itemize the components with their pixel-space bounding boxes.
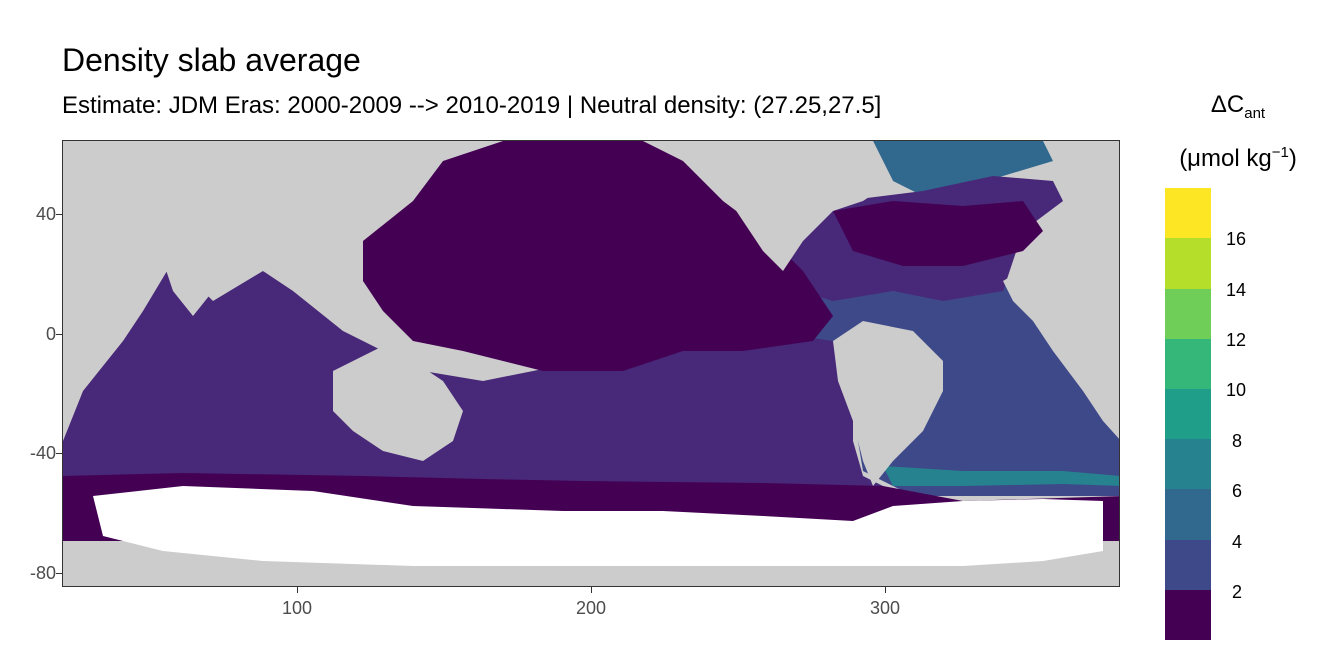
legend-bin <box>1165 489 1211 540</box>
legend-title: ΔCant (μmol kg−1) <box>1163 88 1313 181</box>
region-antarctica <box>93 486 1103 566</box>
legend-bin-bottom <box>1165 590 1211 640</box>
y-tick-mark <box>56 453 62 454</box>
legend-label: 14 <box>1226 280 1247 300</box>
region-indian-pacific-2-4 <box>63 261 883 501</box>
land-south-america <box>833 321 943 486</box>
legend-label: 2 <box>1232 582 1243 602</box>
land-india <box>163 251 223 316</box>
chart-subtitle: Estimate: JDM Eras: 2000-2009 --> 2010-2… <box>62 92 882 119</box>
legend-bin <box>1165 289 1211 339</box>
y-tick-label: -80 <box>29 563 56 583</box>
legend-bin <box>1165 439 1211 489</box>
x-tick-label: 200 <box>575 598 607 618</box>
x-tick-mark <box>591 587 592 593</box>
land-greenland <box>1063 141 1119 231</box>
region-antarctic-land <box>63 566 1119 586</box>
y-tick-label: 0 <box>45 324 56 344</box>
legend-label: 6 <box>1232 481 1243 501</box>
legend-bin <box>1165 339 1211 389</box>
x-tick-label: 300 <box>869 598 901 618</box>
legend-unit-open: (μmol kg <box>1179 144 1272 172</box>
legend-label: 16 <box>1226 229 1247 249</box>
chart-title: Density slab average <box>62 42 361 78</box>
land-north-america <box>703 141 893 271</box>
legend-bin <box>1165 389 1211 439</box>
y-tick-mark <box>56 573 62 574</box>
legend-label: 10 <box>1226 380 1247 400</box>
legend-title-subscript: ant <box>1244 104 1266 122</box>
legend-label: 4 <box>1232 532 1243 552</box>
x-tick-mark <box>885 587 886 593</box>
y-tick-label: 40 <box>35 204 56 224</box>
region-atlantic-6-8 <box>873 141 1053 196</box>
y-tick-label: -40 <box>29 443 56 463</box>
y-tick-mark <box>56 214 62 215</box>
region-atlantic-8-10 <box>883 466 1119 486</box>
ocean-map <box>63 141 1119 586</box>
legend-colorbar <box>1165 188 1211 640</box>
legend-label: 12 <box>1226 330 1247 350</box>
y-tick-mark <box>56 334 62 335</box>
region-north-atlantic-0-2 <box>833 201 1043 266</box>
land-africa <box>1003 251 1119 439</box>
legend-bin <box>1165 540 1211 590</box>
land-eurasia <box>63 141 383 281</box>
x-tick-label: 100 <box>281 598 313 618</box>
map-panel <box>62 140 1120 587</box>
legend-unit-close: ) <box>1288 144 1297 172</box>
legend-label: 8 <box>1232 431 1243 451</box>
region-pacific-0-2 <box>363 141 833 371</box>
land-australia <box>333 346 463 461</box>
legend-bin <box>1165 188 1211 238</box>
x-tick-mark <box>297 587 298 593</box>
legend-unit-superscript: −1 <box>1271 143 1289 161</box>
legend-title-symbol: ΔC <box>1210 91 1245 118</box>
legend-bin <box>1165 238 1211 289</box>
